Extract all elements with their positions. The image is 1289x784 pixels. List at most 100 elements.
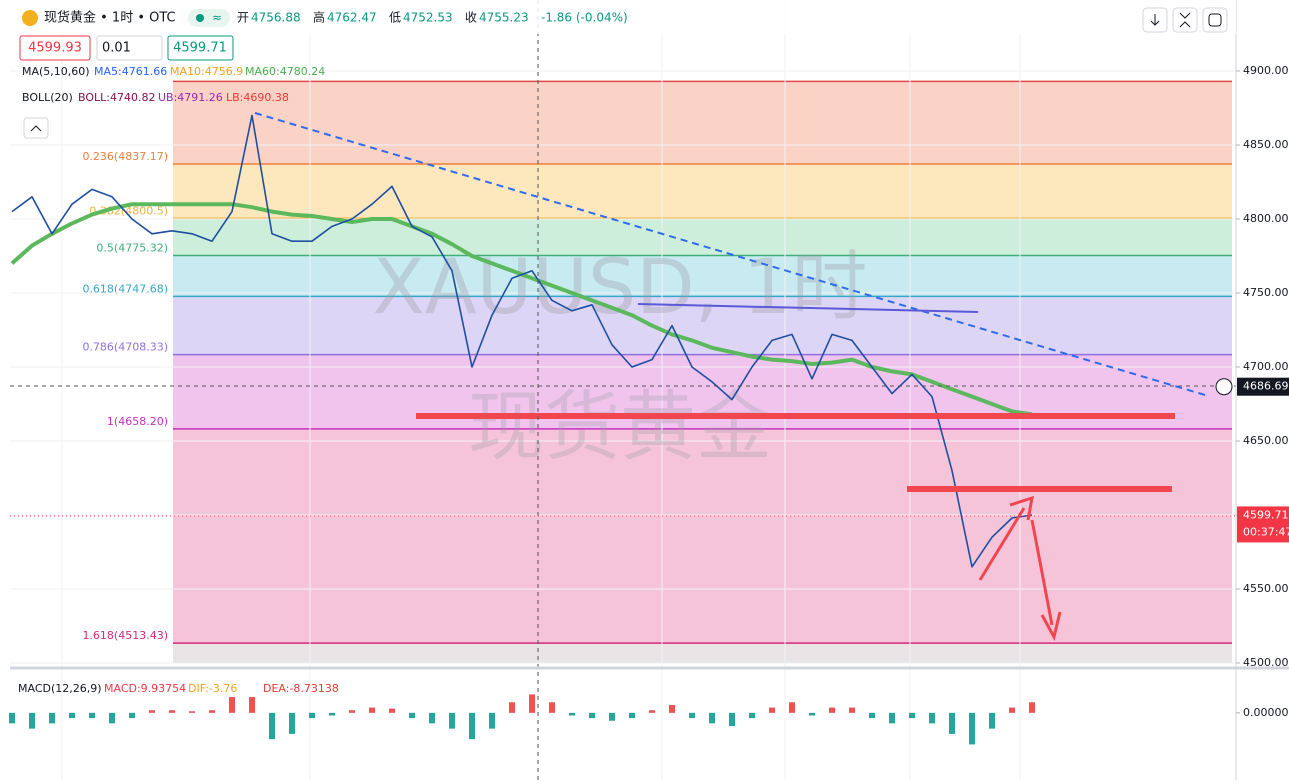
macd-bar xyxy=(769,707,775,713)
price-axis: 4900.00 4850.00 4800.00 4750.00 4700.00 4650.… xyxy=(1215,64,1289,669)
quantity-box[interactable] xyxy=(96,35,163,61)
macd-bar xyxy=(49,712,55,724)
macd-bar xyxy=(809,712,815,716)
macd-bar xyxy=(689,712,695,719)
button-collapse[interactable] xyxy=(1172,7,1198,33)
macd-bar xyxy=(149,710,155,713)
macd-bar xyxy=(789,702,795,713)
dea-legend: DEA:-8.73138 xyxy=(263,682,339,695)
y-tick-label: 4900.00 xyxy=(1243,64,1289,77)
fib-label: 1.618(4513.43) xyxy=(82,629,168,642)
watermark-name: 现货黄金 xyxy=(468,382,772,471)
macd-bar xyxy=(169,710,175,713)
status-dot xyxy=(196,14,204,22)
buy-price: 4599.71 xyxy=(173,41,227,56)
boll-lb-legend: LB:4690.38 xyxy=(226,91,289,104)
macd-bar xyxy=(9,712,15,724)
y-tick-label: 4650.00 xyxy=(1243,434,1289,447)
icon xyxy=(1208,13,1222,27)
macd-bar xyxy=(389,708,395,713)
macd-bar xyxy=(909,712,915,719)
symbol-title: 现货黄金 • 1时 • OTC xyxy=(44,10,176,26)
macd-bar xyxy=(709,712,715,724)
macd-pane: 0.00000 xyxy=(9,694,1289,745)
fib-label: 0.236(4837.17) xyxy=(82,150,168,163)
macd-bar xyxy=(489,712,495,729)
arrow-down xyxy=(1030,519,1062,642)
macd-bar xyxy=(1029,702,1035,713)
macd-bar xyxy=(249,697,255,713)
low-label: 低 xyxy=(389,11,401,25)
boll-legend: BOLL(20) xyxy=(22,91,73,104)
macd-bar xyxy=(569,712,575,716)
grid xyxy=(10,0,1236,780)
y-tick-label: 4550.00 xyxy=(1243,582,1289,595)
macd-bar xyxy=(289,712,295,734)
low-value: 4752.53 xyxy=(403,11,453,25)
crosshair-plus xyxy=(1215,378,1233,396)
icon xyxy=(1179,12,1191,28)
macd-bar xyxy=(989,712,995,729)
macd-bar xyxy=(269,712,275,740)
y-tick-label: 4800.00 xyxy=(1243,212,1289,225)
macd-bar xyxy=(929,712,935,724)
button-maximize[interactable] xyxy=(1202,7,1228,33)
macd-bar xyxy=(509,702,515,713)
macd-bar xyxy=(669,704,675,713)
macd-bar xyxy=(29,712,35,729)
fib-label: 0.618(4747.68) xyxy=(82,282,168,295)
fib-band xyxy=(173,81,1232,164)
countdown: 00:37:47 xyxy=(1243,525,1289,538)
macd-value-legend: MACD:9.93754 xyxy=(104,682,186,695)
fib-band xyxy=(173,255,1232,297)
macd-bar xyxy=(409,712,415,719)
high-value: 4762.47 xyxy=(327,11,377,25)
price-line xyxy=(11,114,1033,568)
open-value: 4756.88 xyxy=(251,11,301,25)
sell-box[interactable] xyxy=(19,35,91,61)
macd-bar xyxy=(1009,707,1015,713)
fib-label: 1(4658.20) xyxy=(107,415,168,428)
fib-label: 0.5(4775.32) xyxy=(96,242,168,255)
macd-bar xyxy=(209,710,215,713)
icon xyxy=(30,125,42,132)
macd-bar xyxy=(629,712,635,719)
boll-mid-legend: BOLL:4740.82 xyxy=(78,91,155,104)
symbol-icon xyxy=(22,10,38,26)
y-tick-label: 4750.00 xyxy=(1243,286,1289,299)
macd-bar xyxy=(369,707,375,713)
ma-legend: MA(5,10,60) xyxy=(22,65,90,78)
fib-band xyxy=(173,218,1232,256)
fib-zone: 0.236(4837.17)0.382(4800.5)0.5(4775.32)0… xyxy=(82,80,1232,663)
macd-bar xyxy=(429,712,435,724)
macd-bar xyxy=(649,710,655,713)
macd-bar xyxy=(189,711,195,713)
watermark-symbol: XAUUSD, 1时 xyxy=(373,242,868,331)
last-price-tag xyxy=(1237,506,1289,543)
dif-legend: DIF:-3.76 xyxy=(188,682,237,695)
macd-bar xyxy=(449,712,455,729)
fib-band xyxy=(173,428,1232,644)
fib-band xyxy=(173,643,1232,663)
close-label: 收 xyxy=(465,11,477,25)
macd-bar xyxy=(949,712,955,734)
collapse-legend-button[interactable] xyxy=(23,117,49,139)
change-value: -1.86 (-0.04%) xyxy=(541,11,628,25)
y-tick-label: 4500.00 xyxy=(1243,656,1289,669)
macd-bar xyxy=(129,712,135,719)
macd-bar xyxy=(609,712,615,721)
high-label: 高 xyxy=(313,10,325,25)
close-value: 4755.23 xyxy=(479,11,529,25)
macd-bar xyxy=(89,712,95,719)
macd-bar xyxy=(729,712,735,726)
macd-bar xyxy=(829,707,835,713)
buy-box[interactable] xyxy=(167,35,234,61)
status-icon: ≈ xyxy=(212,11,222,25)
crosshair-tag xyxy=(1237,377,1289,396)
arrow-up xyxy=(978,495,1034,581)
quantity: 0.01 xyxy=(102,41,131,56)
resistance-line xyxy=(637,303,979,313)
last-price: 4599.71 xyxy=(1243,508,1289,521)
